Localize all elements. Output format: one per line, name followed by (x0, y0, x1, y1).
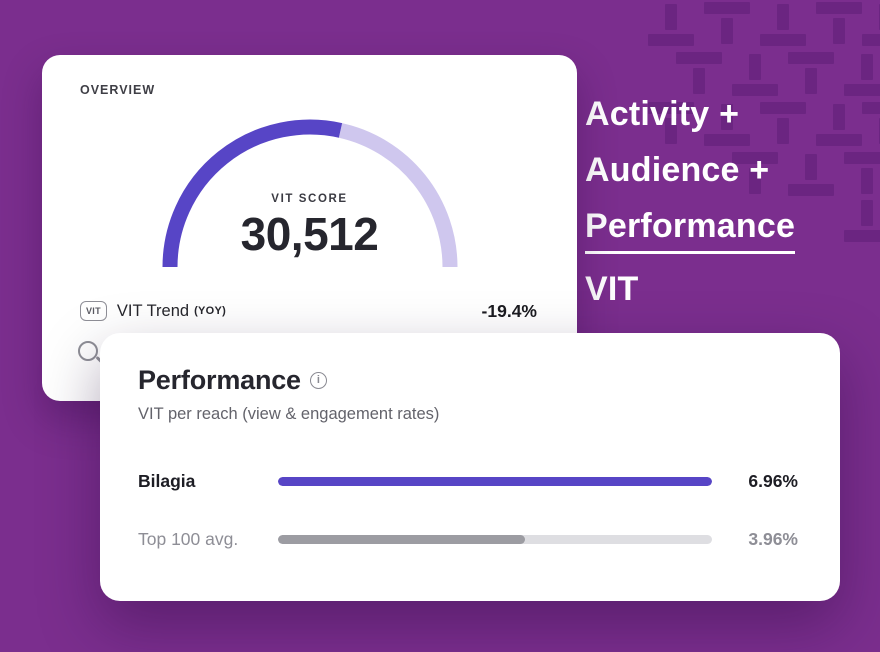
info-icon[interactable] (309, 372, 327, 389)
vit-score-value: 30,512 (240, 208, 379, 260)
bar-fill (278, 534, 525, 544)
bar-label: Bilagia (138, 470, 196, 491)
vit-trend-sublabel: (YOY) (194, 305, 227, 317)
t-pattern-tile (862, 2, 880, 46)
t-pattern-tile (704, 2, 750, 46)
performance-card: Performance VIT per reach (view & engage… (100, 333, 840, 601)
t-pattern-tile (648, 102, 694, 146)
headline-line-performance: Performance (585, 209, 796, 254)
headline-line-audience: Audience + (585, 151, 770, 189)
bar-fill (278, 476, 712, 486)
t-pattern-tile (732, 152, 778, 196)
bar-row-bilagia: Bilagia 6.96% (100, 463, 840, 499)
vit-badge-icon: VIT (80, 301, 107, 321)
search-icon[interactable] (78, 341, 98, 361)
performance-bars: Bilagia 6.96% Top 100 avg. 3.96% (100, 463, 840, 579)
t-pattern-tile (676, 52, 722, 96)
t-pattern-tile (760, 2, 806, 46)
gauge-arc-rest (338, 123, 457, 268)
overview-card-title: OVERVIEW (80, 83, 156, 97)
bar-value: 6.96% (748, 470, 798, 491)
t-pattern-tile (648, 2, 694, 46)
bar-track (278, 476, 712, 486)
headline-line-vit: VIT (585, 270, 639, 308)
performance-subtitle: VIT per reach (view & engagement rates) (138, 405, 440, 423)
t-pattern-tile (816, 2, 862, 46)
gauge-arc-filled (162, 119, 342, 268)
bar-value: 3.96% (748, 528, 798, 549)
t-pattern-tile (816, 102, 862, 146)
bar-label: Top 100 avg. (138, 528, 239, 549)
t-pattern-tile (844, 52, 880, 96)
vit-trend-label: VIT Trend (116, 301, 190, 320)
vit-score-label: VIT SCORE (271, 193, 348, 205)
t-pattern-tile (760, 102, 806, 146)
bar-track (278, 534, 712, 544)
bar-row-top100: Top 100 avg. 3.96% (100, 521, 840, 557)
performance-title-row: Performance (138, 365, 327, 396)
t-pattern-tile (844, 152, 880, 196)
vit-score-gauge: VIT SCORE 30,512 (150, 105, 470, 277)
headline-line-activity: Activity + (585, 95, 740, 133)
t-pattern-tile (862, 102, 880, 146)
t-pattern-tile (788, 52, 834, 96)
performance-title: Performance (138, 365, 301, 395)
gauge-svg (162, 119, 457, 268)
t-pattern-tile (732, 52, 778, 96)
headline: Activity + Audience + Performance VIT (585, 95, 796, 328)
t-pattern-tile (844, 198, 880, 242)
vit-trend-value: -19.4% (481, 300, 537, 321)
vit-trend-row: VIT VIT Trend (YOY) -19.4% (80, 295, 537, 327)
